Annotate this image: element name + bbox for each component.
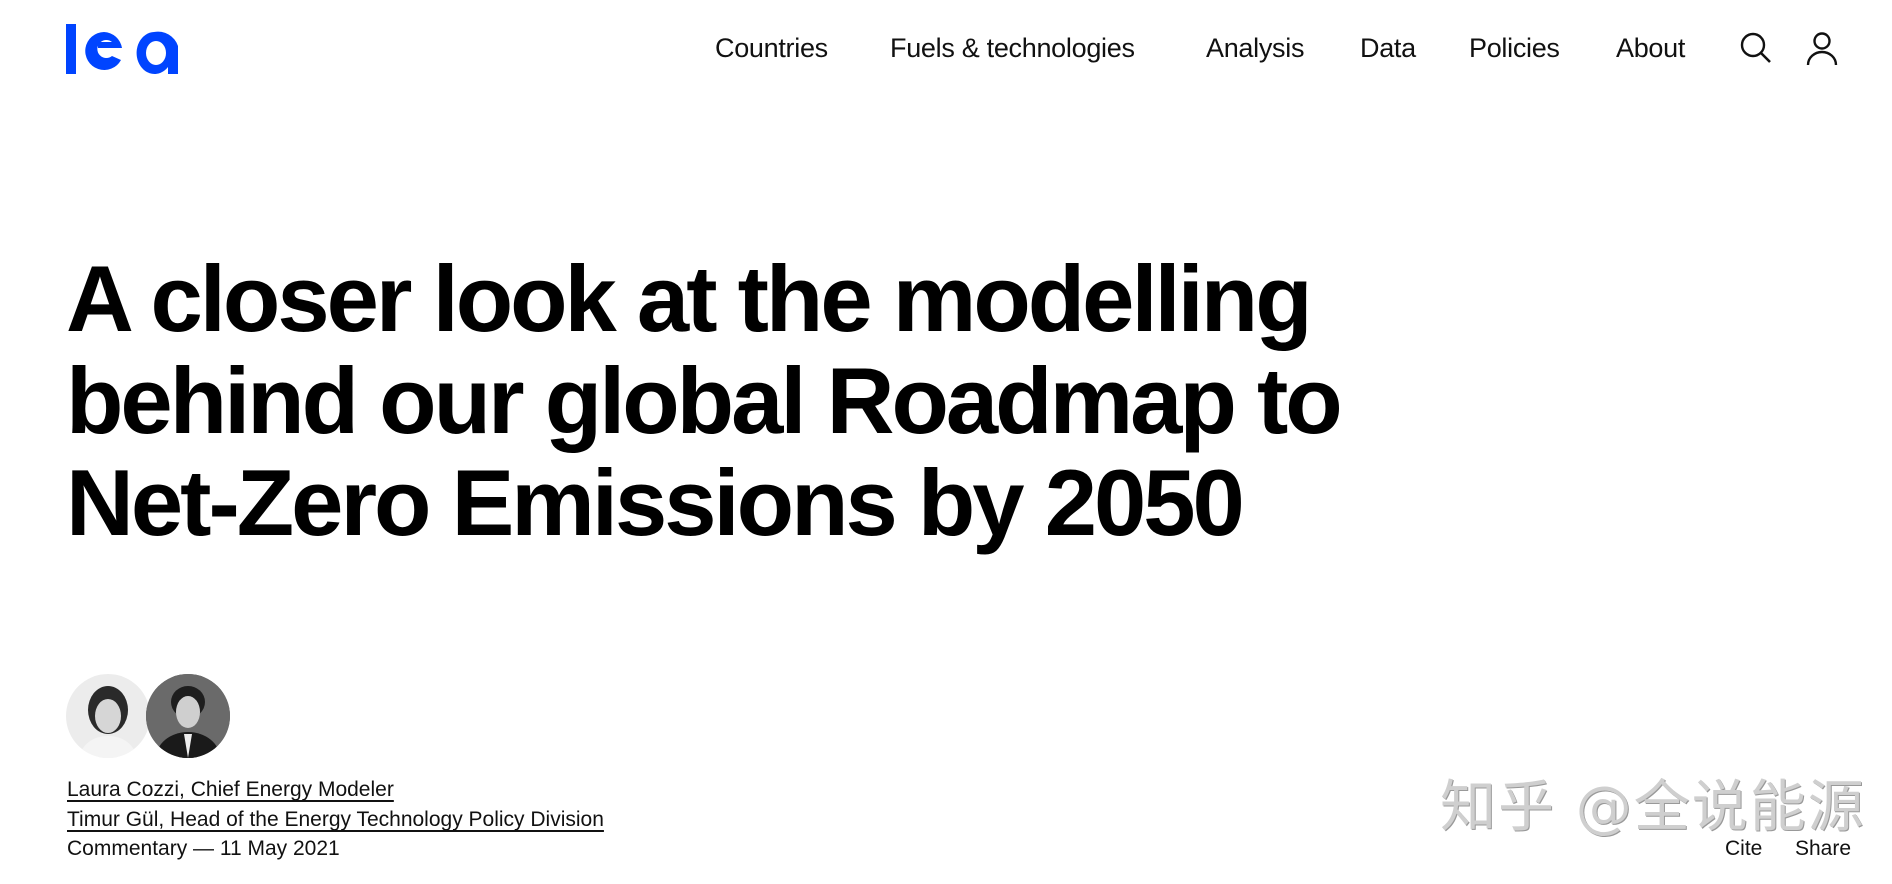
iea-logo[interactable]: [66, 24, 188, 74]
cite-button[interactable]: Cite: [1725, 837, 1763, 860]
search-icon[interactable]: [1738, 30, 1774, 66]
watermark: 知乎 @全说能源: [1440, 775, 1866, 840]
title-line: behind our global Roadmap to: [66, 348, 1343, 453]
title-line: Net-Zero Emissions by 2050: [66, 450, 1245, 555]
nav-fuels-technologies[interactable]: Fuels & technologies: [890, 33, 1135, 63]
author-link[interactable]: Timur Gül, Head of the Energy Technology…: [67, 808, 604, 831]
nav-data[interactable]: Data: [1360, 33, 1416, 63]
title-line: A closer look at the modelling: [66, 246, 1313, 351]
nav-analysis[interactable]: Analysis: [1206, 33, 1305, 63]
share-button[interactable]: Share: [1795, 837, 1852, 860]
article-meta: Commentary — 11 May 2021: [67, 837, 340, 860]
avatar-timur-gul[interactable]: [146, 674, 230, 758]
user-icon[interactable]: [1804, 30, 1840, 66]
nav-policies[interactable]: Policies: [1469, 33, 1560, 63]
author-link[interactable]: Laura Cozzi, Chief Energy Modeler: [67, 778, 394, 801]
nav-about[interactable]: About: [1616, 33, 1686, 63]
nav-countries[interactable]: Countries: [715, 33, 828, 63]
main-nav: Countries Fuels & technologies Analysis …: [0, 28, 1892, 68]
page-title: A closer look at the modelling behind ou…: [66, 248, 1566, 554]
avatar-laura-cozzi[interactable]: [66, 674, 150, 758]
